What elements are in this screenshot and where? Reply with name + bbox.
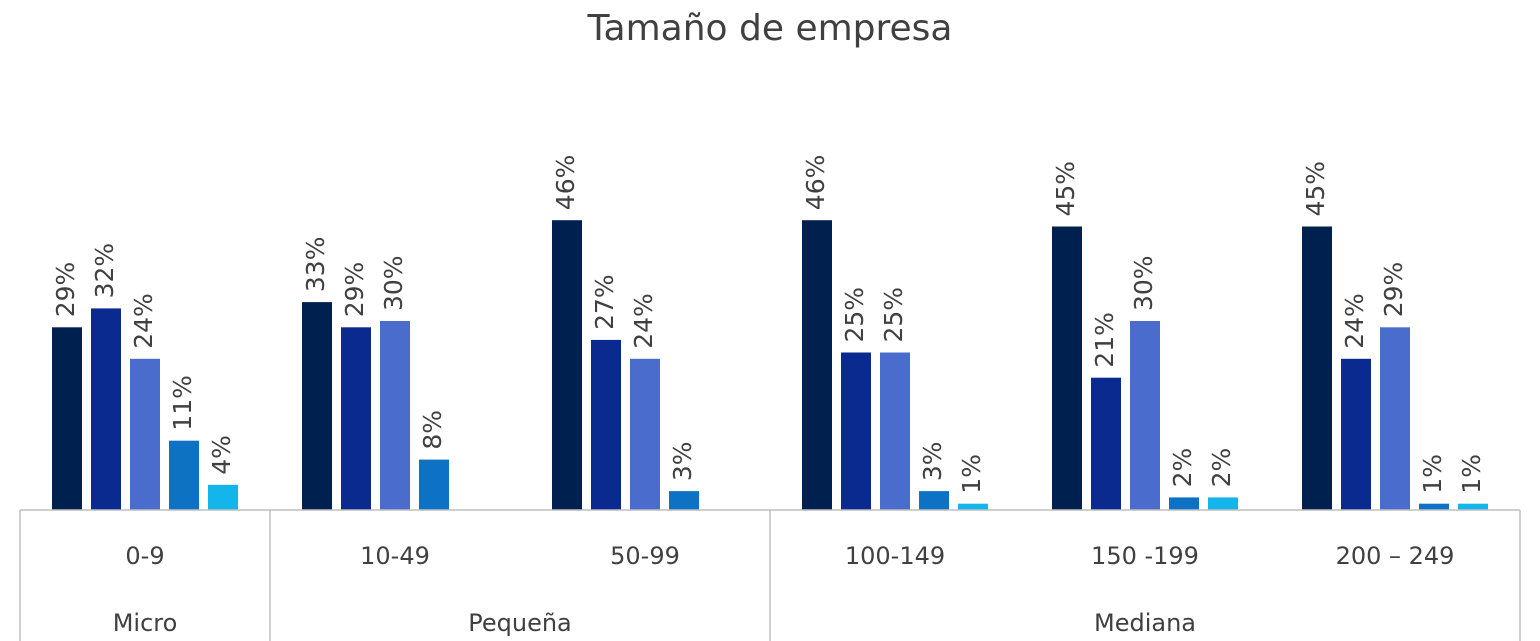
bar — [1091, 377, 1121, 510]
group-label: Pequeña — [468, 609, 572, 637]
data-label: 45% — [1051, 161, 1080, 217]
bar — [1208, 497, 1238, 510]
bar — [302, 302, 332, 510]
data-label: 8% — [418, 410, 447, 450]
data-label: 30% — [1129, 255, 1158, 311]
data-label: 1% — [1418, 454, 1447, 494]
data-label: 33% — [301, 237, 330, 293]
data-label: 32% — [90, 243, 119, 299]
bar — [1130, 321, 1160, 510]
bar — [208, 484, 238, 510]
data-label: 46% — [801, 155, 830, 211]
bar — [1458, 503, 1488, 510]
data-label: 11% — [168, 375, 197, 431]
data-label: 2% — [1168, 448, 1197, 488]
bar — [1341, 358, 1371, 510]
bar — [130, 358, 160, 510]
bar — [880, 352, 910, 510]
bar — [169, 440, 199, 510]
data-label: 21% — [1090, 312, 1119, 368]
x-tick-label: 0-9 — [125, 542, 164, 570]
bar — [919, 491, 949, 510]
x-tick-label: 200 – 249 — [1336, 542, 1455, 570]
bar — [1380, 327, 1410, 510]
data-label: 3% — [918, 441, 947, 481]
x-tick-label: 50-99 — [610, 542, 680, 570]
bar — [552, 220, 582, 510]
data-label: 24% — [129, 293, 158, 349]
data-label: 25% — [879, 287, 908, 343]
chart-title: Tamaño de empresa — [587, 8, 953, 49]
bar — [841, 352, 871, 510]
bar — [802, 220, 832, 510]
bar — [591, 339, 621, 510]
bar — [1419, 503, 1449, 510]
bar — [52, 327, 82, 510]
x-tick-label: 150 -199 — [1091, 542, 1199, 570]
data-label: 46% — [551, 155, 580, 211]
data-label: 3% — [668, 441, 697, 481]
bar — [669, 491, 699, 510]
x-tick-label: 100-149 — [845, 542, 945, 570]
x-tick-label: 10-49 — [360, 542, 430, 570]
bar — [91, 308, 121, 510]
data-label: 25% — [840, 287, 869, 343]
data-label: 45% — [1301, 161, 1330, 217]
data-label: 4% — [207, 435, 236, 475]
bar — [630, 358, 660, 510]
data-label: 27% — [590, 274, 619, 330]
data-label: 29% — [51, 262, 80, 318]
data-label: 24% — [629, 293, 658, 349]
group-label: Mediana — [1094, 609, 1196, 637]
bar — [419, 459, 449, 510]
data-label: 1% — [1457, 454, 1486, 494]
data-label: 1% — [957, 454, 986, 494]
bar — [1169, 497, 1199, 510]
data-label: 30% — [379, 255, 408, 311]
group-label: Micro — [113, 609, 178, 637]
data-label: 24% — [1340, 293, 1369, 349]
bar — [1052, 226, 1082, 510]
data-label: 29% — [340, 262, 369, 318]
bar — [1302, 226, 1332, 510]
bar — [341, 327, 371, 510]
bar — [380, 321, 410, 510]
data-label: 2% — [1207, 448, 1236, 488]
data-label: 29% — [1379, 262, 1408, 318]
bar — [958, 503, 988, 510]
